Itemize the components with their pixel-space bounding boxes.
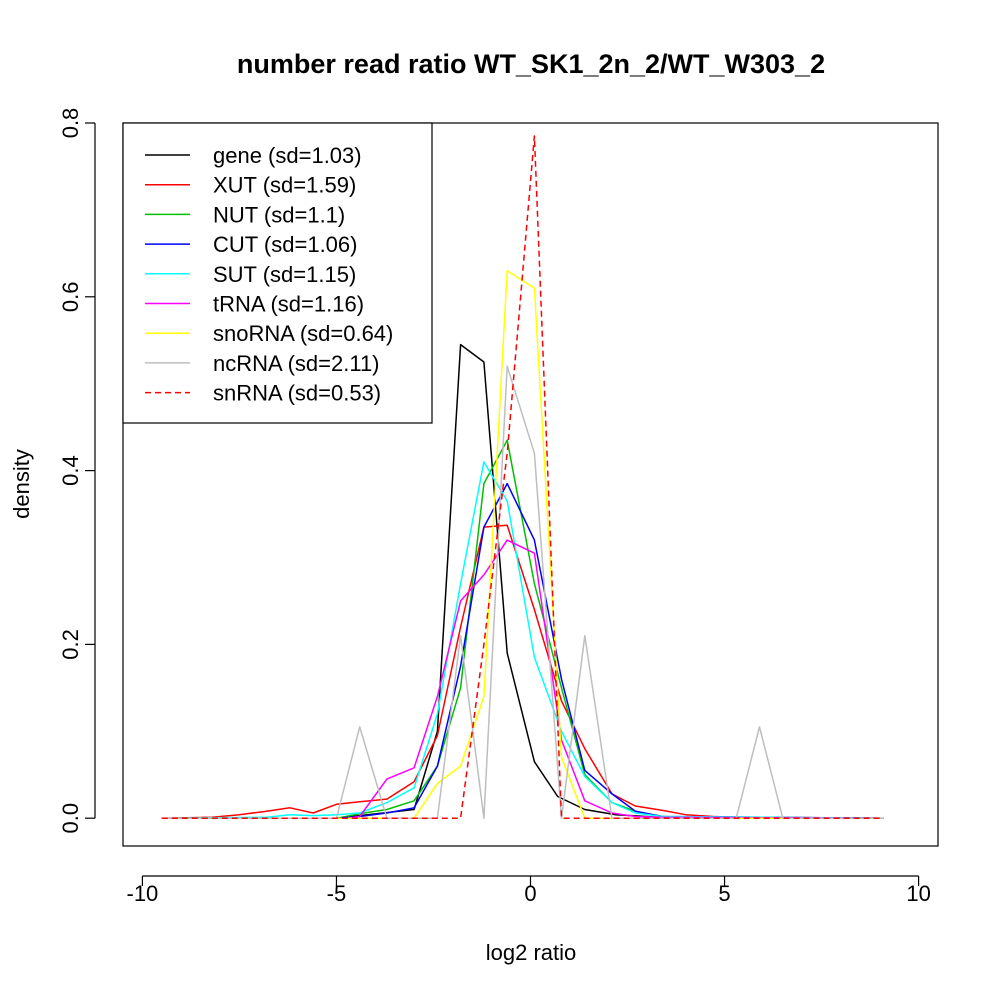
x-axis: -10 -5 0 5 10 bbox=[127, 875, 931, 906]
legend: gene (sd=1.03) XUT (sd=1.59) NUT (sd=1.1) C… bbox=[122, 122, 433, 424]
y-axis: 0.0 0.2 0.4 0.6 0.8 bbox=[58, 108, 96, 834]
x-tick-label-0: -10 bbox=[127, 881, 159, 906]
series-line-0 bbox=[161, 343, 884, 819]
y-tick-label-1: 0.2 bbox=[58, 629, 83, 660]
series-line-5 bbox=[161, 539, 884, 819]
series-line-7 bbox=[161, 365, 884, 819]
x-axis-label: log2 ratio bbox=[486, 940, 577, 965]
plot-frame bbox=[122, 122, 939, 847]
y-tick-label-0: 0.0 bbox=[58, 803, 83, 834]
legend-label-7: ncRNA (sd=2.11) bbox=[213, 351, 380, 376]
legend-label-6: snoRNA (sd=0.64) bbox=[213, 321, 393, 346]
legend-label-5: tRNA (sd=1.16) bbox=[213, 292, 364, 317]
x-tick-label-1: -5 bbox=[327, 881, 347, 906]
y-tick-label-3: 0.6 bbox=[58, 282, 83, 313]
series-line-3 bbox=[161, 482, 884, 819]
legend-label-2: NUT (sd=1.1) bbox=[213, 202, 345, 227]
legend-label-3: CUT (sd=1.06) bbox=[213, 232, 357, 257]
legend-box bbox=[122, 122, 433, 424]
legend-label-4: SUT (sd=1.15) bbox=[213, 262, 356, 287]
legend-label-0: gene (sd=1.03) bbox=[213, 143, 362, 168]
x-tick-label-4: 10 bbox=[906, 881, 930, 906]
series-line-6 bbox=[161, 269, 884, 819]
y-tick-label-2: 0.4 bbox=[58, 455, 83, 486]
series-line-4 bbox=[161, 461, 884, 819]
legend-label-1: XUT (sd=1.59) bbox=[213, 173, 356, 198]
legend-label-8: snRNA (sd=0.53) bbox=[213, 381, 381, 406]
x-tick-label-2: 0 bbox=[524, 881, 536, 906]
x-tick-label-3: 5 bbox=[718, 881, 730, 906]
y-axis-label: density bbox=[9, 449, 34, 519]
chart-title: number read ratio WT_SK1_2n_2/WT_W303_2 bbox=[237, 49, 825, 79]
y-tick-label-4: 0.8 bbox=[58, 108, 83, 139]
series-layer bbox=[161, 135, 884, 819]
